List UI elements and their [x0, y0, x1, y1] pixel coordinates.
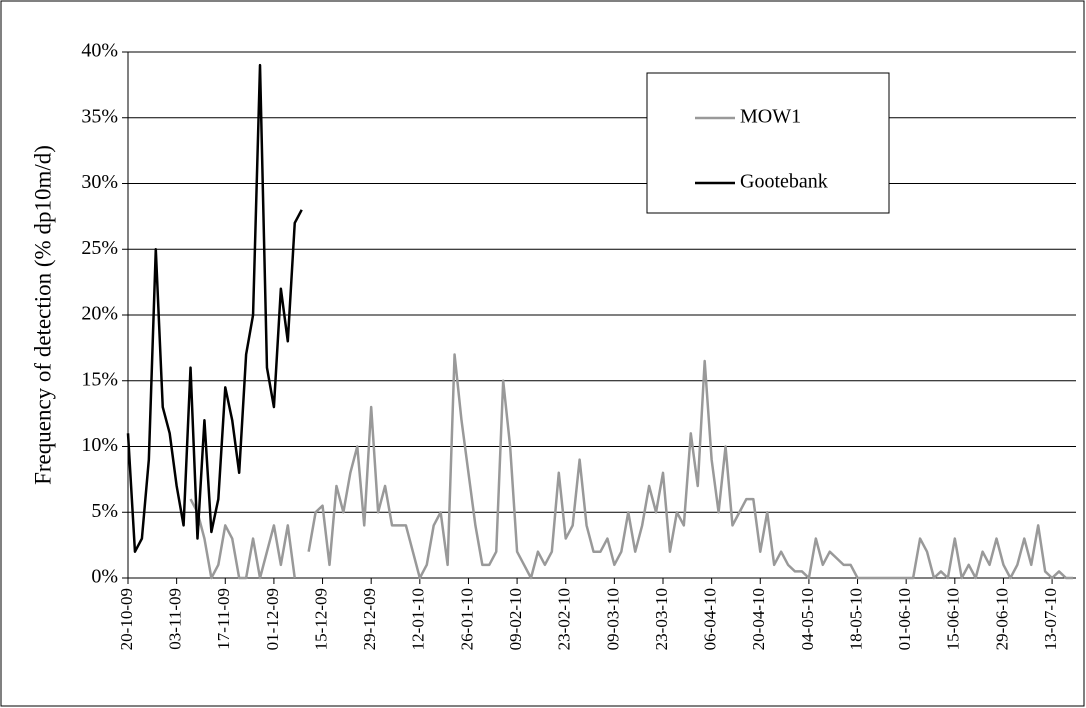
- x-tick-label: 15-12-09: [311, 588, 330, 650]
- y-tick-label: 40%: [81, 40, 118, 62]
- y-tick-label: 20%: [81, 303, 118, 325]
- x-tick-label: 23-02-10: [555, 588, 574, 650]
- x-tick-label: 01-12-09: [263, 588, 282, 650]
- y-tick-label: 25%: [81, 237, 118, 259]
- x-tick-label: 04-05-10: [798, 588, 817, 650]
- y-tick-label: 15%: [81, 368, 118, 390]
- x-tick-label: 20-04-10: [749, 588, 768, 650]
- y-axis-title: Frequency of detection (% dp10m/d): [30, 145, 55, 485]
- series-line: [126, 63, 303, 553]
- x-tick-label: 13-07-10: [1041, 588, 1060, 650]
- y-tick-label: 30%: [81, 171, 118, 193]
- y-tick-label: 35%: [81, 105, 118, 127]
- x-tick-label: 29-12-09: [360, 588, 379, 650]
- x-tick-label: 20-10-09: [117, 588, 136, 650]
- y-tick-label: 10%: [81, 434, 118, 456]
- series-line: [189, 353, 1073, 580]
- x-tick-label: 29-06-10: [992, 588, 1011, 650]
- y-tick-label: 0%: [91, 566, 118, 588]
- legend-label: Gootebank: [740, 171, 828, 193]
- x-tick-label: 18-05-10: [846, 588, 865, 650]
- x-tick-label: 17-11-09: [214, 588, 233, 650]
- x-tick-label: 12-01-10: [409, 588, 428, 650]
- x-tick-label: 06-04-10: [701, 588, 720, 650]
- x-tick-label: 26-01-10: [457, 588, 476, 650]
- x-tick-label: 23-03-10: [652, 588, 671, 650]
- x-tick-label: 09-02-10: [506, 588, 525, 650]
- legend-box: [646, 72, 890, 214]
- y-tick-label: 5%: [91, 500, 118, 522]
- x-tick-label: 03-11-09: [166, 588, 185, 650]
- x-tick-label: 09-03-10: [603, 588, 622, 650]
- x-tick-label: 01-06-10: [895, 588, 914, 650]
- legend-label: MOW1: [740, 106, 801, 128]
- x-tick-label: 15-06-10: [944, 588, 963, 650]
